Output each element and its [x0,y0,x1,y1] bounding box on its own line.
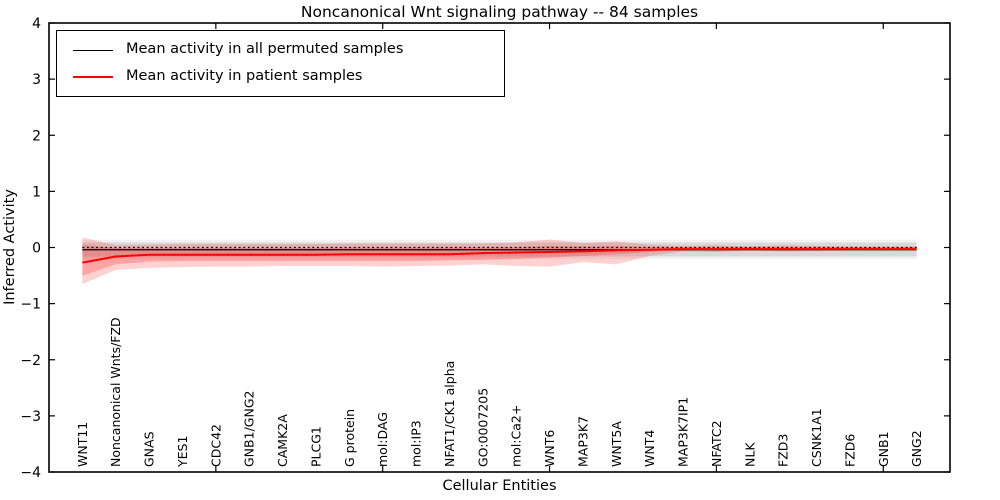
x-entity-label-group: WNT5A [609,421,624,467]
x-entity-label: CSNK1A1 [809,408,824,467]
x-entity-label-group: PLCG1 [308,426,323,467]
x-entity-label: Noncanonical Wnts/FZD [108,317,123,467]
x-entity-label: GNG2 [909,430,924,467]
x-entity-label-group: CSNK1A1 [809,408,824,467]
x-entity-label-group: YES1 [175,436,190,468]
y-tick-label: −4 [20,465,41,481]
x-entity-label-group: WNT4 [642,430,657,467]
x-entity-label-group: FZD6 [842,434,857,467]
x-entity-label: FZD6 [842,434,857,467]
x-entity-label: GNB1 [876,431,891,467]
x-entity-label: WNT5A [609,421,624,467]
x-entity-label-group: WNT6 [542,430,557,467]
x-entity-label-group: GNAS [142,431,157,467]
x-entity-label: mol:IP3 [409,420,424,467]
x-entity-label-group: NLK [742,442,757,467]
legend-label-patient: Mean activity in patient samples [126,68,363,84]
x-entity-label-group: CAMK2A [275,414,290,467]
x-entity-label-group: mol:Ca2+ [509,405,524,467]
x-axis-label: Cellular Entities [442,478,557,494]
x-entity-label: WNT4 [642,430,657,467]
legend-entry-permuted: Mean activity in all permuted samples [73,40,504,60]
x-entity-label-group: MAP3K7IP1 [676,397,691,467]
y-tick-label: 4 [32,16,41,32]
x-entity-label-group: Noncanonical Wnts/FZD [108,317,123,467]
x-entity-label: mol:Ca2+ [509,405,524,467]
x-entity-label: NFATC2 [709,420,724,467]
x-entity-label: WNT11 [75,422,90,467]
x-entity-label-group: GO:0007205 [475,388,490,467]
x-entity-label: MAP3K7IP1 [676,397,691,467]
chart-title: Noncanonical Wnt signaling pathway -- 84… [300,3,699,21]
x-entity-label-group: WNT11 [75,422,90,467]
y-tick-label: 0 [32,241,41,257]
x-entity-label-group: NFATC2 [709,420,724,467]
x-entity-label: PLCG1 [308,426,323,467]
y-tick-label: 2 [32,128,41,144]
y-tick-label: −2 [20,353,41,369]
x-entity-label-group: GNB1/GNG2 [242,391,257,467]
x-entity-label: G protein [342,409,357,467]
y-tick-label: 1 [32,184,41,200]
x-entity-label: NLK [742,442,757,467]
x-entity-label: GO:0007205 [475,388,490,467]
legend-line-swatch-patient [73,75,113,78]
legend-label-permuted: Mean activity in all permuted samples [126,41,404,58]
x-entity-label-group: G protein [342,409,357,467]
legend-entry-patient: Mean activity in patient samples [73,67,504,87]
x-entity-label-group: GNB1 [876,431,891,467]
x-entity-label: FZD3 [776,434,791,467]
x-entity-label-group: FZD3 [776,434,791,467]
x-entity-label: WNT6 [542,430,557,467]
patient-mean-line [82,248,917,264]
legend-line-swatch-permuted [73,49,113,51]
x-entity-label: GNAS [142,431,157,467]
x-entity-label: mol:DAG [375,412,390,467]
x-entity-label: YES1 [175,436,190,468]
y-tick-label: 3 [32,72,41,88]
x-entity-label-group: NFAT1/CK1 alpha [442,361,457,467]
x-entity-label: NFAT1/CK1 alpha [442,361,457,467]
x-entity-label-group: mol:IP3 [409,420,424,467]
x-entity-label-group: GNG2 [909,430,924,467]
legend-box: Mean activity in all permuted samples Me… [56,30,505,97]
x-entity-label: GNB1/GNG2 [242,391,257,467]
x-entity-label-group: CDC42 [208,424,223,467]
patient-band-inner [82,244,917,276]
x-entity-label: CAMK2A [275,414,290,467]
y-tick-label: −1 [20,297,41,313]
x-entity-label: MAP3K7 [575,416,590,467]
y-axis-label: Inferred Activity [2,189,18,305]
x-entity-label: CDC42 [208,424,223,467]
x-entity-label-group: mol:DAG [375,412,390,467]
x-entity-label-group: MAP3K7 [575,416,590,467]
y-tick-label: −3 [20,409,41,425]
